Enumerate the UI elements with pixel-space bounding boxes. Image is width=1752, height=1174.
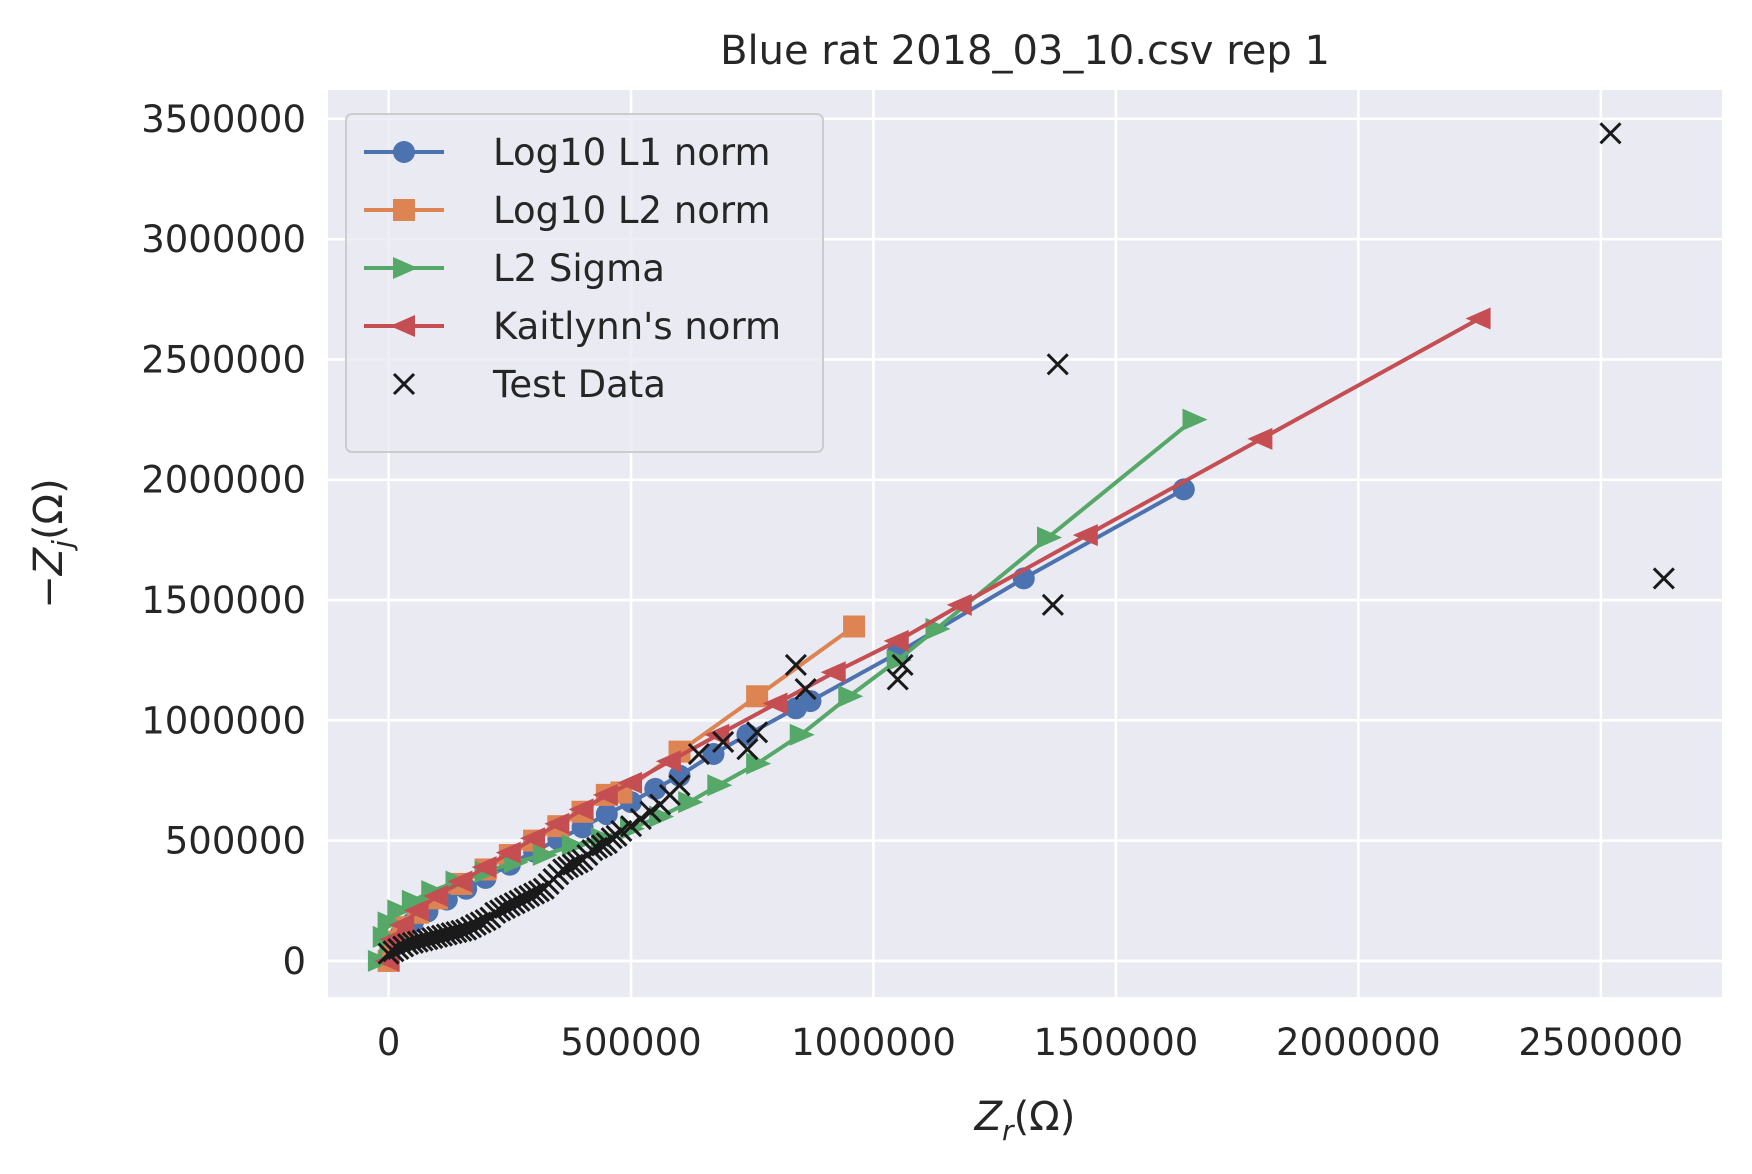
data-point [629, 807, 652, 831]
x-axis-label: Zr(Ω) [974, 1094, 1076, 1147]
y-tick-label: 1000000 [141, 699, 306, 742]
data-point [687, 742, 710, 766]
data-point [838, 685, 864, 708]
data-point [389, 913, 415, 936]
y-tick-label: 3500000 [141, 98, 306, 141]
data-point [1037, 526, 1063, 549]
data-point [946, 593, 972, 616]
data-point [1599, 122, 1622, 145]
data-point [707, 774, 733, 797]
data-point [617, 771, 643, 794]
legend-label: Test Data [492, 363, 666, 406]
y-tick-label: 500000 [165, 820, 306, 863]
data-point [527, 880, 550, 903]
data-point [474, 908, 497, 932]
data-point [644, 777, 667, 800]
x-tick-label: 2500000 [1518, 1021, 1683, 1064]
data-point [668, 774, 691, 797]
data-point [495, 841, 521, 864]
data-point [595, 803, 618, 826]
data-point [1465, 307, 1491, 330]
y-tick-label: 1500000 [141, 579, 306, 622]
data-point [678, 791, 704, 814]
y-tick-label: 2500000 [141, 338, 306, 381]
series-layer [367, 122, 1675, 972]
legend-item: L2 Sigma [364, 247, 665, 290]
data-point [639, 800, 662, 823]
data-point [447, 870, 473, 893]
data-point [592, 783, 618, 806]
series-4 [377, 122, 1675, 965]
data-point [1041, 593, 1064, 616]
data-point [736, 738, 759, 761]
data-point [590, 834, 614, 857]
data-point [619, 815, 643, 838]
legend-item: Log10 L2 norm [364, 189, 771, 232]
data-point [799, 690, 822, 713]
y-tick-label: 2000000 [141, 459, 306, 502]
y-tick-label: 3000000 [141, 218, 306, 261]
data-point [794, 677, 817, 701]
legend-marker [393, 141, 415, 163]
data-point [532, 844, 558, 867]
data-point [712, 730, 735, 754]
data-point [423, 884, 449, 907]
data-point [843, 615, 866, 638]
data-point [403, 899, 429, 922]
legend-item: Log10 L1 norm [364, 131, 771, 174]
x-tick-label: 500000 [560, 1021, 701, 1064]
data-point [655, 750, 681, 773]
data-point [566, 851, 589, 874]
legend-label: Kaitlynn's norm [493, 305, 781, 348]
y-axis-label: −Zj(Ω) [26, 478, 79, 608]
data-point [702, 743, 725, 766]
data-point [891, 653, 914, 677]
data-point [544, 812, 570, 835]
data-point [820, 661, 846, 684]
data-point [746, 721, 769, 744]
data-point [1652, 567, 1675, 590]
legend-item: Test Data [392, 363, 666, 406]
ticks: 0 500000 1000000 1500000 2000000 2500000 0 5000… [141, 98, 1683, 1064]
data-point [377, 911, 403, 934]
data-point [1247, 427, 1273, 450]
data-point [746, 752, 772, 775]
x-tick-label: 0 [377, 1021, 401, 1064]
data-point [1072, 524, 1098, 547]
data-point [789, 723, 815, 746]
x-tick-label: 2000000 [1276, 1021, 1441, 1064]
y-tick-label: 0 [282, 940, 306, 983]
data-point [762, 692, 788, 715]
legend-marker [392, 372, 416, 396]
data-point [1182, 408, 1208, 431]
data-point [401, 889, 427, 912]
series-3 [374, 307, 1491, 972]
legend-item: Kaitlynn's norm [364, 305, 781, 348]
x-tick-label: 1000000 [791, 1021, 956, 1064]
legend-marker [390, 315, 415, 337]
legend-label: L2 Sigma [493, 247, 665, 290]
legend-label: Log10 L1 norm [493, 131, 771, 174]
data-point [600, 827, 623, 850]
data-point [387, 899, 413, 922]
legend: Log10 L1 norm Log10 L2 norm L2 Sigma Kaitly… [345, 113, 824, 453]
data-point [886, 668, 909, 691]
chart-title: Blue rat 2018_03_10.csv rep 1 [720, 28, 1330, 74]
data-point [568, 798, 594, 821]
legend-box [345, 113, 824, 453]
data-point [1046, 353, 1069, 376]
data-point [784, 653, 807, 677]
legend-label: Log10 L2 norm [493, 189, 771, 232]
data-point [561, 834, 587, 857]
data-point [746, 685, 769, 708]
data-point [471, 856, 497, 879]
legend-marker [393, 257, 418, 279]
x-tick-label: 1500000 [1034, 1021, 1199, 1064]
legend-marker [393, 199, 415, 221]
data-point [883, 629, 909, 652]
data-point [520, 827, 546, 850]
